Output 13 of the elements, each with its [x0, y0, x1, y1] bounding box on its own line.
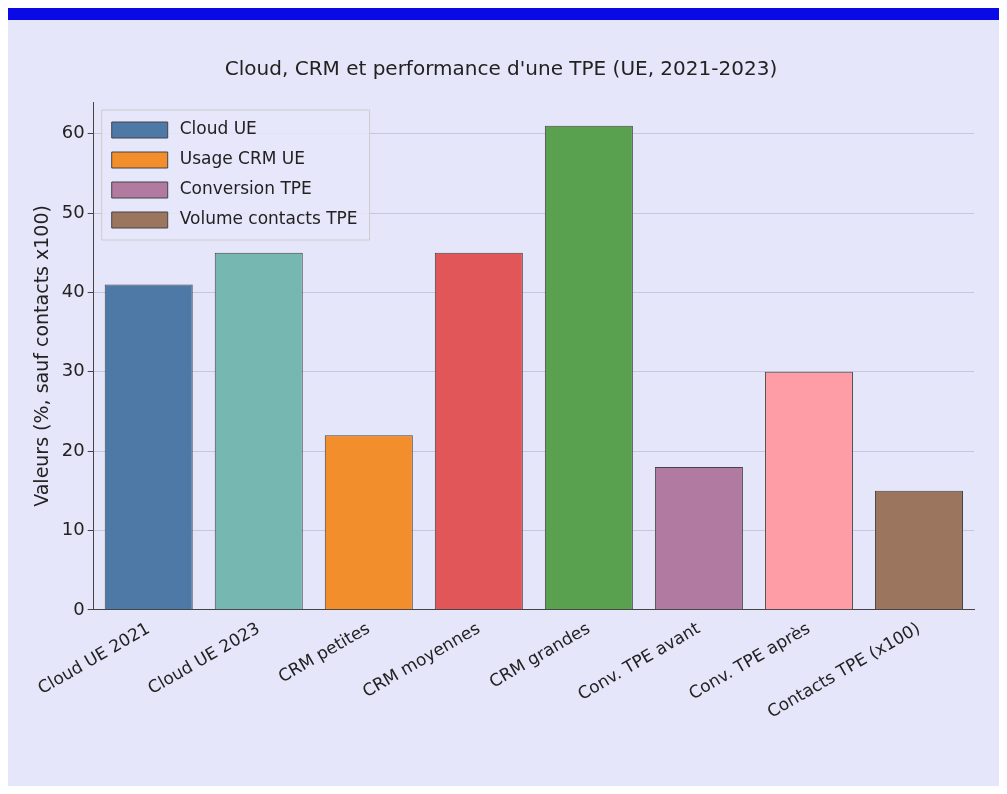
- chart-title: Cloud, CRM et performance d'une TPE (UE, 2021-2023): [224, 56, 778, 81]
- y-tick-label: 60: [61, 121, 85, 143]
- y-tick-label: 40: [61, 280, 85, 302]
- y-tick-label: 0: [73, 597, 85, 619]
- y-tick-label: 10: [61, 518, 85, 540]
- legend-label: Usage CRM UE: [179, 148, 306, 169]
- legend-label: Conversion TPE: [179, 178, 312, 199]
- y-tick-label: 50: [61, 200, 85, 222]
- y-tick-label: 20: [61, 438, 85, 460]
- legend-label: Volume contacts TPE: [179, 208, 358, 229]
- legend-label: Cloud UE: [179, 118, 257, 139]
- y-axis-title: Valeurs (%, sauf contacts x100): [30, 205, 53, 507]
- y-tick-label: 30: [61, 359, 85, 381]
